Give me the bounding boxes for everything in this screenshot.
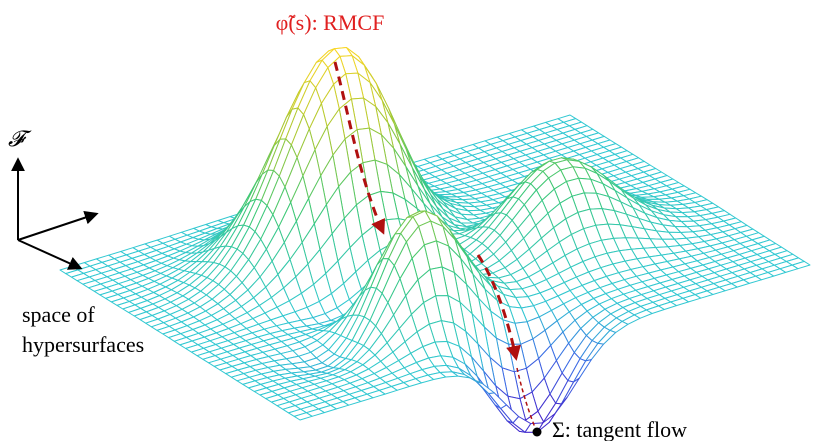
flow-arrow: [476, 254, 521, 361]
axis-arrow: [17, 210, 99, 241]
axes: [11, 157, 99, 270]
axis-arrow: [17, 239, 83, 270]
endpoint-dot: [532, 427, 542, 437]
surface-mesh: [59, 47, 811, 433]
flow-arrow: [333, 61, 386, 235]
space-label: hypersurfaces: [22, 332, 144, 357]
space-label: space of: [22, 302, 95, 327]
endpoint-label: Σ: tangent flow: [552, 417, 687, 441]
curve-label: φ̃(s): RMCF: [276, 10, 385, 35]
flow-hidden: [516, 367, 537, 431]
mesh-cell: [293, 412, 313, 421]
flow-curve: [333, 61, 542, 437]
axis-label: 𝓕: [8, 126, 32, 151]
